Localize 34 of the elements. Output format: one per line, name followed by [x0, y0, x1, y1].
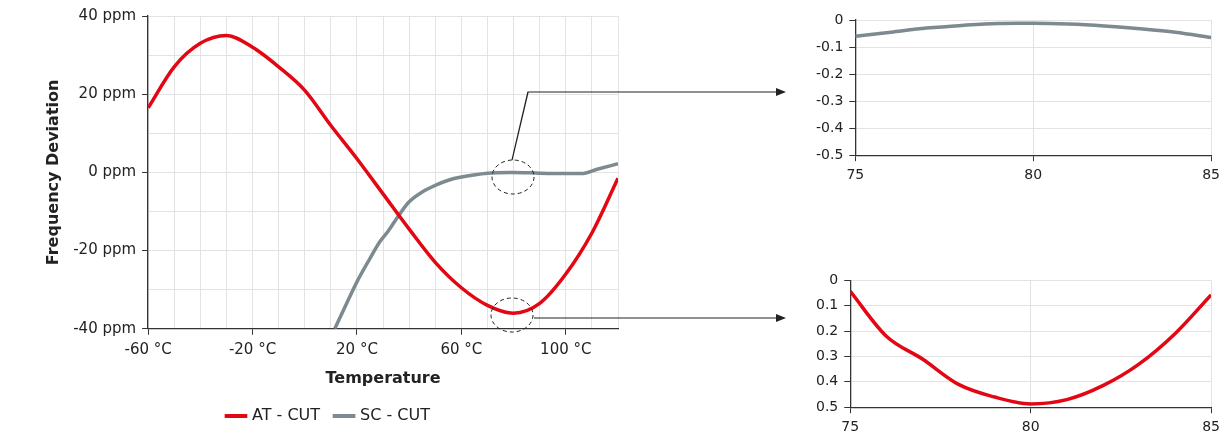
y-tick-label: -0.5 — [815, 145, 844, 162]
y-tick-label: 20 ppm — [78, 84, 137, 103]
y-tick-label: 0 — [829, 271, 839, 288]
x-axis-title: Temperature — [325, 367, 441, 387]
y-tick-label: -0.4 — [815, 118, 844, 135]
x-tick-label: 85 — [1202, 166, 1221, 183]
y-tick-label: -40 ppm — [73, 318, 137, 337]
x-tick-label: 100 °C — [540, 339, 592, 358]
y-tick-label: -0.1 — [815, 37, 844, 54]
y-tick-label: 40 ppm — [78, 5, 137, 24]
x-tick-label: 80 — [1021, 418, 1040, 435]
y-tick-label: 0.1 — [816, 296, 839, 313]
x-tick-label: 60 °C — [440, 339, 483, 358]
x-tick-label: -20 °C — [228, 339, 277, 358]
line-series — [333, 162, 618, 329]
x-tick-label: 20 °C — [336, 339, 378, 358]
line-series — [148, 33, 618, 315]
y-tick-label: -0.2 — [815, 64, 844, 81]
x-tick-label: 75 — [841, 418, 860, 435]
x-tick-label: -60 °C — [124, 339, 172, 358]
y-tick-label: 0.4 — [816, 372, 839, 389]
y-tick-label: 0.3 — [816, 347, 839, 364]
y-tick-label: -0.3 — [815, 91, 844, 108]
y-tick-label: 0.5 — [816, 397, 839, 414]
legend-label: SC - CUT — [360, 405, 431, 425]
x-tick-label: 80 — [1024, 166, 1043, 183]
y-tick-label: 0.2 — [816, 321, 839, 338]
y-tick-label: 0 — [834, 10, 844, 27]
y-tick-label: 0 ppm — [88, 162, 137, 181]
y-tick-label: -20 ppm — [73, 240, 137, 259]
x-tick-label: 85 — [1202, 418, 1221, 435]
y-axis-title: Frequency Deviation — [42, 79, 62, 266]
legend-label: AT - CUT — [252, 405, 321, 425]
x-tick-label: 75 — [846, 166, 865, 183]
